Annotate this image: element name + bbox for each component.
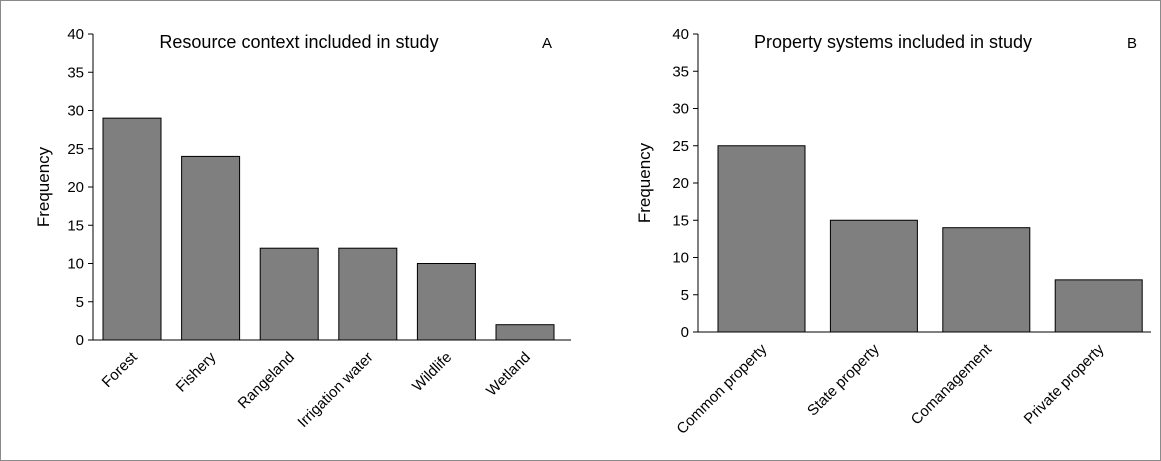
bar-wildlife <box>416 263 476 341</box>
y-tick-label: 20 <box>67 179 84 196</box>
chart-title: Resource context included in study <box>159 32 438 52</box>
x-category-label: Private property <box>1021 340 1108 427</box>
x-category-label: Wildlife <box>409 349 455 395</box>
x-category-label: Wetland <box>483 349 534 400</box>
bar-private-property <box>1054 279 1143 333</box>
bar-state-property <box>829 219 918 333</box>
y-tick-label: 0 <box>681 324 689 341</box>
y-tick-label: 35 <box>672 63 689 80</box>
bar-fishery <box>181 155 241 341</box>
bar-irrigation-water <box>338 247 398 341</box>
y-axis-title: Frequency <box>635 142 654 223</box>
chart-panel-b: 0 5 10 15 20 25 30 35 40 Common property State pro… <box>635 26 1151 438</box>
y-tick-label: 30 <box>67 103 84 120</box>
x-category-label: Irrigation water <box>294 349 376 431</box>
chart-panel-a: 0 5 10 15 20 25 30 35 40 Forest Fishery RangelandIr… <box>34 26 571 431</box>
y-tick-label: 40 <box>672 26 689 43</box>
y-tick-label: 5 <box>76 294 84 311</box>
y-tick-label: 15 <box>672 212 689 229</box>
y-tick-label: 40 <box>67 26 84 43</box>
bar-wetland <box>495 324 555 341</box>
bar-rangeland <box>259 247 319 341</box>
panel-label: A <box>542 35 552 52</box>
y-tick-label: 5 <box>681 287 689 304</box>
x-category-label: Common property <box>673 340 770 437</box>
x-category-label: Forest <box>99 348 142 391</box>
y-tick-label: 20 <box>672 175 689 192</box>
y-tick-label: 35 <box>67 64 84 81</box>
y-tick-label: 25 <box>672 138 689 155</box>
bar-common-property <box>717 145 806 333</box>
x-category-label: State property <box>804 340 883 419</box>
x-category-label: Comanagement <box>908 340 996 428</box>
y-axis-title: Frequency <box>34 146 53 227</box>
y-tick-label: 25 <box>67 141 84 158</box>
x-category-label: Rangeland <box>235 349 298 412</box>
chart-title: Property systems included in study <box>754 32 1032 52</box>
bar-comanagement <box>942 227 1031 333</box>
bar-forest <box>102 117 162 341</box>
y-tick-label: 10 <box>672 250 689 267</box>
y-tick-label: 15 <box>67 217 84 234</box>
y-tick-label: 30 <box>672 101 689 118</box>
y-tick-label: 0 <box>76 332 84 349</box>
y-tick-label: 10 <box>67 256 84 273</box>
x-category-label: Fishery <box>173 348 220 395</box>
panel-label: B <box>1127 35 1137 52</box>
